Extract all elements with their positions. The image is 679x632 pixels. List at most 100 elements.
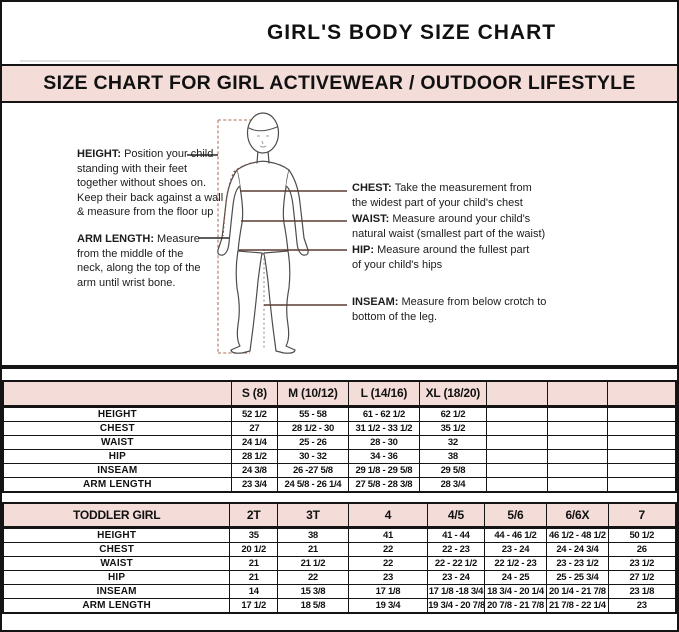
- size-cell: 38: [277, 527, 349, 543]
- column-header: 2T: [229, 502, 279, 529]
- table-row: CHEST 20 1/2 21 22 22 - 23 23 - 24 24 - 24 3/4…: [2, 542, 677, 557]
- table-row: INSEAM 14 15 3/8 17 1/8 17 1/8 -18 3/4 18 3/4…: [2, 584, 677, 599]
- column-header: [607, 380, 677, 408]
- row-label: HEIGHT: [2, 405, 232, 422]
- size-cell: 24 - 25: [483, 570, 548, 585]
- height-note: HEIGHT: Position your child standing with…: [77, 147, 223, 220]
- size-cell: [485, 462, 548, 478]
- chest-note: CHEST: Take the measurement from the wide…: [352, 181, 532, 210]
- size-cell: [607, 420, 677, 436]
- size-cell: 22: [347, 542, 429, 557]
- row-label: HEIGHT: [2, 527, 231, 543]
- spacer: [2, 492, 677, 502]
- size-cell: 28 - 30: [347, 434, 421, 450]
- note-line: bottom of the leg.: [352, 310, 437, 323]
- size-cell: 15 3/8: [277, 584, 349, 599]
- head: [246, 112, 280, 154]
- size-cell: 24 1/4: [230, 434, 279, 450]
- size-cell: 23 - 24: [483, 542, 548, 557]
- hair: [248, 126, 278, 132]
- size-cell: 21: [229, 556, 279, 571]
- size-cell: [607, 448, 677, 464]
- size-cell: 35 1/2: [419, 420, 487, 436]
- row-label: ARM LENGTH: [2, 598, 231, 614]
- column-header: M (10/12): [277, 380, 349, 408]
- waist-note: WAIST: Measure around your child's natura…: [352, 212, 545, 241]
- note-line: the widest part of your child's chest: [352, 196, 523, 209]
- row-label: HIP: [2, 570, 231, 585]
- spacer: [2, 369, 677, 380]
- table-row: INSEAM 24 3/8 26 -27 5/8 29 1/8 - 29 5/8 29 …: [2, 462, 677, 478]
- right-leg: [263, 250, 296, 354]
- note-line: WAIST: Measure around your child's: [352, 213, 531, 225]
- table-row: WAIST 21 21 1/2 22 22 - 22 1/2 22 1/2 - 23 23 …: [2, 556, 677, 571]
- size-cell: 52 1/2: [230, 405, 279, 422]
- table-row: WAIST 24 1/4 25 - 26 28 - 30 32: [2, 434, 677, 450]
- size-cell: [607, 405, 677, 422]
- size-cell: 21 7/8 - 22 1/4: [546, 598, 609, 614]
- note-line: HEIGHT: Position your child: [77, 148, 214, 160]
- size-cell: [485, 448, 548, 464]
- size-cell: 21 1/2: [277, 556, 349, 571]
- column-header: 4: [347, 502, 429, 529]
- column-header: [485, 380, 548, 408]
- banner-title: SIZE CHART FOR GIRL ACTIVEWEAR / OUTDOOR…: [43, 72, 636, 94]
- column-header: 5/6: [483, 502, 548, 529]
- size-cell: 27: [230, 420, 279, 436]
- title-section: GIRL'S BODY SIZE CHART: [2, 2, 677, 66]
- note-line: INSEAM: Measure from below crotch to: [352, 296, 547, 308]
- pointer-lines: [187, 154, 347, 306]
- note-line: of your child's hips: [352, 258, 443, 271]
- column-header: L (14/16): [347, 380, 421, 408]
- size-cell: 23: [347, 570, 429, 585]
- size-cell: 19 3/4 - 20 7/8: [427, 598, 485, 614]
- note-line: standing with their feet: [77, 162, 188, 175]
- banner: SIZE CHART FOR GIRL ACTIVEWEAR / OUTDOOR…: [2, 66, 677, 103]
- size-cell: 24 3/8: [230, 462, 279, 478]
- right-arm: [285, 169, 309, 256]
- size-cell: 28 1/2 - 30: [277, 420, 349, 436]
- size-cell: 35: [229, 527, 279, 543]
- size-cell: 50 1/2: [607, 527, 677, 543]
- column-header: XL (18/20): [419, 380, 487, 408]
- header-row: TODDLER GIRL 2T 3T 4 4/5 5/6 6/6X 7: [2, 502, 677, 529]
- size-cell: 30 - 32: [277, 448, 349, 464]
- size-cell: [546, 462, 609, 478]
- size-cell: 55 - 58: [277, 405, 349, 422]
- column-header: 6/6X: [546, 502, 609, 529]
- size-cell: 38: [419, 448, 487, 464]
- left-leg: [230, 250, 263, 354]
- column-header: [2, 380, 232, 408]
- row-label: CHEST: [2, 420, 232, 436]
- size-cell: 22 - 23: [427, 542, 485, 557]
- size-cell: 23 3/4: [230, 476, 279, 492]
- size-cell: 18 3/4 - 20 1/4: [483, 584, 548, 599]
- size-cell: 62 1/2: [419, 405, 487, 422]
- size-cell: [485, 420, 548, 436]
- column-header: S (8): [230, 380, 279, 408]
- table-row: HIP 28 1/2 30 - 32 34 - 36 38: [2, 448, 677, 464]
- size-cell: [607, 476, 677, 492]
- body-figure-illustration: [187, 112, 347, 354]
- hip-note: HIP: Measure around the fullest part of y…: [352, 243, 529, 272]
- size-cell: 23 1/8: [607, 584, 677, 599]
- page-title: GIRL'S BODY SIZE CHART: [266, 21, 557, 44]
- face-marks: [257, 135, 269, 148]
- size-cell: 20 1/4 - 21 7/8: [546, 584, 609, 599]
- size-cell: 20 7/8 - 21 7/8: [483, 598, 548, 614]
- size-cell: [546, 476, 609, 492]
- size-cell: 17 1/8 -18 3/4: [427, 584, 485, 599]
- child-figure: [217, 112, 309, 354]
- header-row: S (8) M (10/12) L (14/16) XL (18/20): [2, 380, 677, 408]
- size-cell: 22 - 22 1/2: [427, 556, 485, 571]
- size-cell: 28 3/4: [419, 476, 487, 492]
- row-label: ARM LENGTH: [2, 476, 232, 492]
- inseam-note: INSEAM: Measure from below crotch to bott…: [352, 295, 546, 324]
- row-label: CHEST: [2, 542, 231, 557]
- size-cell: 28 1/2: [230, 448, 279, 464]
- column-header: TODDLER GIRL: [2, 502, 231, 529]
- note-line: CHEST: Take the measurement from: [352, 182, 532, 194]
- size-cell: 19 3/4: [347, 598, 429, 614]
- table-row: ARM LENGTH 17 1/2 18 5/8 19 3/4 19 3/4 - 20 …: [2, 598, 677, 614]
